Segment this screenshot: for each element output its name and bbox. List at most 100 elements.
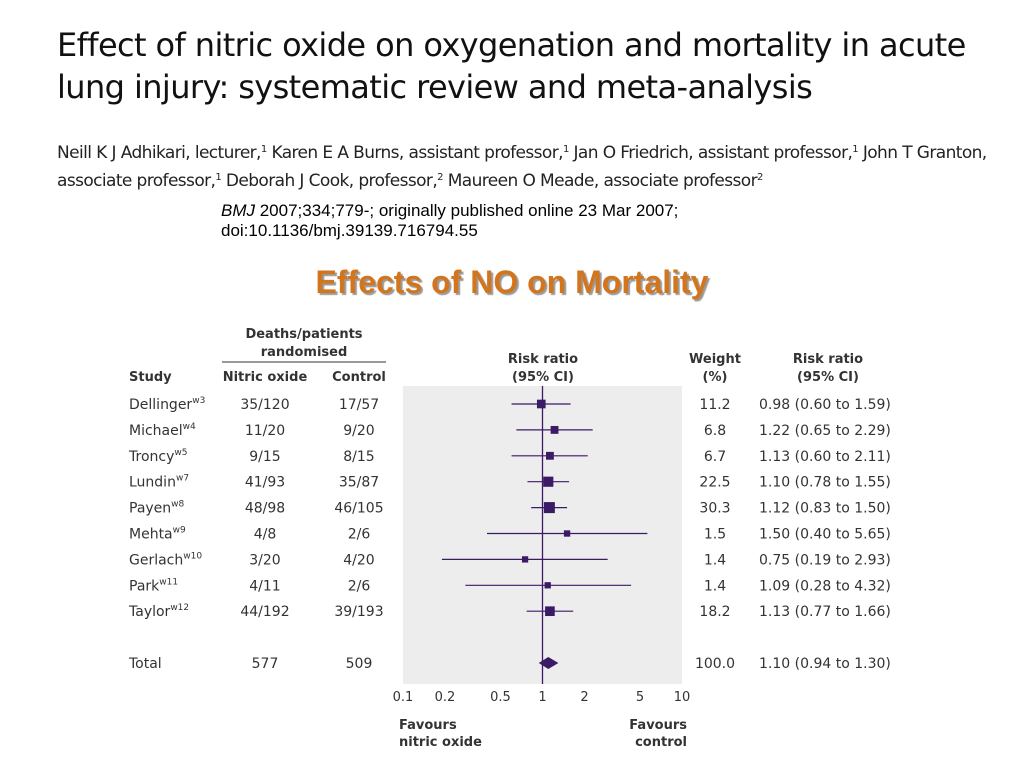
point-estimate <box>536 399 546 409</box>
study-weight: 1.5 <box>704 527 726 543</box>
total-nitric-oxide: 577 <box>252 656 279 672</box>
nitric-oxide-events: 35/120 <box>240 397 289 413</box>
control-events: 2/6 <box>348 527 371 543</box>
study-reference: w9 <box>173 526 186 536</box>
header-weight-unit: (%) <box>703 370 728 385</box>
study-name: Gerlachw10 <box>129 551 202 568</box>
point-estimate <box>543 502 555 514</box>
pooled-diamond <box>538 657 559 669</box>
nitric-oxide-events: 4/8 <box>254 527 277 543</box>
author-affiliation: 1 <box>852 144 859 155</box>
author-role: assistant professor, <box>408 143 564 163</box>
total-weight: 100.0 <box>695 656 735 672</box>
study-risk-ratio: 1.50 (0.40 to 5.65) <box>759 527 891 543</box>
author-affiliation: 2 <box>437 172 443 183</box>
point-estimate <box>545 606 555 617</box>
author-role: associate professor, <box>57 171 216 191</box>
header-risk-ratio-plot: Risk ratio <box>508 352 578 367</box>
citation: BMJ 2007;334;779-; originally published … <box>221 201 861 241</box>
study-weight: 6.8 <box>704 423 726 439</box>
study-reference: w11 <box>159 577 178 587</box>
header-study: Study <box>129 370 172 385</box>
control-events: 4/20 <box>343 552 374 568</box>
point-estimate <box>544 582 551 589</box>
total-control: 509 <box>346 656 373 672</box>
nitric-oxide-events: 11/20 <box>245 423 285 439</box>
author: Karen E A Burns, assistant professor,1 <box>271 143 569 163</box>
favours-right-line1: Favours <box>629 718 687 733</box>
header-control: Control <box>332 370 386 385</box>
header-ci: (95% CI) <box>797 370 859 385</box>
author-role: assistant professor, <box>697 143 853 163</box>
favours-left-line1: Favours <box>399 718 457 733</box>
author-role: associate professor <box>603 171 757 191</box>
x-tick-label: 10 <box>674 690 691 705</box>
study-risk-ratio: 0.98 (0.60 to 1.59) <box>759 397 891 413</box>
study-name: Payenw8 <box>129 500 185 517</box>
author-list: Neill K J Adhikari, lecturer,1 Karen E A… <box>57 139 1007 195</box>
study-name: Troncyw5 <box>128 448 187 465</box>
study-name: Taylorw12 <box>128 603 189 620</box>
study-weight: 1.4 <box>704 578 726 594</box>
control-events: 8/15 <box>343 449 374 465</box>
study-weight: 6.7 <box>704 449 726 465</box>
study-risk-ratio: 1.13 (0.60 to 2.11) <box>759 449 891 465</box>
point-estimate <box>543 476 554 487</box>
study-risk-ratio: 1.09 (0.28 to 4.32) <box>759 578 891 594</box>
control-events: 17/57 <box>339 397 379 413</box>
author-name: Deborah J Cook, <box>225 171 359 191</box>
study-weight: 18.2 <box>699 604 730 620</box>
study-name: Dellingerw3 <box>129 396 205 413</box>
study-weight: 22.5 <box>699 475 730 491</box>
author: Deborah J Cook, professor,2 <box>225 171 444 191</box>
author-affiliation: 1 <box>260 144 267 155</box>
author-affiliation: 1 <box>562 144 569 155</box>
point-estimate <box>545 451 554 460</box>
study-weight: 1.4 <box>704 552 726 568</box>
total-label: Total <box>128 656 162 672</box>
author-name: John T Granton, <box>862 143 987 163</box>
author-affiliation: 1 <box>215 172 222 183</box>
slide-title: Effects of NO on Mortality <box>315 264 709 300</box>
study-reference: w5 <box>174 448 187 458</box>
study-name: Lundinw7 <box>129 474 189 491</box>
paper-title: Effect of nitric oxide on oxygenation an… <box>57 26 966 106</box>
study-weight: 30.3 <box>699 501 730 517</box>
plot-panel <box>403 386 682 684</box>
study-reference: w3 <box>192 396 205 406</box>
study-weight: 11.2 <box>699 397 730 413</box>
favours-right-line2: control <box>635 735 687 750</box>
author: Neill K J Adhikari, lecturer,1 <box>57 143 267 163</box>
citation-details: 2007;334;779-; originally published onli… <box>255 201 679 220</box>
study-name: Mehtaw9 <box>129 526 186 543</box>
study-risk-ratio: 0.75 (0.19 to 2.93) <box>759 552 891 568</box>
study-risk-ratio: 1.10 (0.78 to 1.55) <box>759 475 891 491</box>
author-name: Jan O Friedrich, <box>573 143 698 163</box>
x-tick-label: 2 <box>580 690 588 705</box>
study-reference: w10 <box>183 551 202 561</box>
study-risk-ratio: 1.13 (0.77 to 1.66) <box>759 604 891 620</box>
author-name: Neill K J Adhikari, <box>57 143 195 163</box>
author: Maureen O Meade, associate professor2 <box>448 171 764 191</box>
citation-doi: doi:10.1136/bmj.39139.716794.55 <box>221 221 478 240</box>
total-risk-ratio: 1.10 (0.94 to 1.30) <box>759 656 891 672</box>
study-reference: w7 <box>176 474 189 484</box>
study-reference: w4 <box>183 422 196 432</box>
control-events: 35/87 <box>339 475 379 491</box>
author-name: Karen E A Burns, <box>271 143 409 163</box>
header-risk-ratio: Risk ratio <box>793 352 863 367</box>
author: John T Granton, associate professor,1 <box>57 143 987 191</box>
author-role: professor, <box>358 171 438 191</box>
nitric-oxide-events: 4/11 <box>249 578 280 594</box>
study-risk-ratio: 1.12 (0.83 to 1.50) <box>759 501 891 517</box>
author-role: lecturer, <box>194 143 262 163</box>
control-events: 39/193 <box>334 604 383 620</box>
control-events: 46/105 <box>334 501 383 517</box>
favours-left-line2: nitric oxide <box>399 735 482 750</box>
study-name: Parkw11 <box>129 577 178 594</box>
study-risk-ratio: 1.22 (0.65 to 2.29) <box>759 423 891 439</box>
point-estimate <box>563 530 571 537</box>
header-group-line2: randomised <box>261 345 348 360</box>
nitric-oxide-events: 44/192 <box>240 604 289 620</box>
